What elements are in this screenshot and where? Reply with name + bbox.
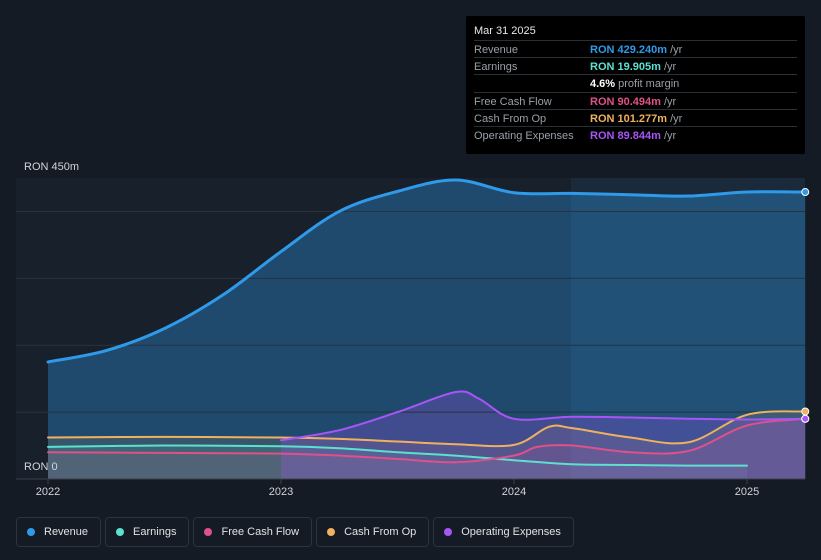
legend-item-operating-expenses[interactable]: Operating Expenses bbox=[433, 517, 574, 547]
tooltip-panel: Mar 31 2025 Revenue RON 429.240m /yr Earni… bbox=[466, 16, 805, 154]
x-tick-label: 2025 bbox=[735, 486, 759, 498]
tooltip-row-value: RON 89.844m /yr bbox=[590, 130, 677, 142]
tooltip-row-value: RON 19.905m /yr bbox=[590, 61, 677, 74]
legend-item-earnings[interactable]: Earnings bbox=[105, 517, 190, 547]
y-axis-top-label: RON 450m bbox=[24, 161, 79, 173]
operating-expenses-endpoint bbox=[801, 414, 810, 423]
revenue-area bbox=[48, 180, 806, 479]
tooltip-row: Revenue RON 429.240m /yr bbox=[474, 40, 797, 58]
legend-item-revenue[interactable]: Revenue bbox=[16, 517, 102, 547]
tooltip-row-unit: /yr bbox=[663, 95, 677, 108]
tooltip-row: Earnings RON 19.905m /yr bbox=[474, 57, 797, 75]
legend-label: Revenue bbox=[44, 526, 89, 538]
tooltip-row: Free Cash Flow RON 90.494m /yr bbox=[474, 91, 797, 110]
tooltip-row-unit: /yr bbox=[670, 44, 683, 56]
tooltip-row-value: RON 90.494m /yr bbox=[590, 95, 677, 108]
x-tick-label: 2023 bbox=[269, 486, 293, 498]
tooltip-row-unit: profit margin bbox=[618, 78, 680, 91]
tooltip-row-value: RON 101.277m /yr bbox=[590, 112, 683, 125]
legend-item-free-cash-flow[interactable]: Free Cash Flow bbox=[193, 517, 313, 547]
tooltip-row-unit: /yr bbox=[663, 61, 677, 74]
tooltip-row: Cash From Op RON 101.277m /yr bbox=[474, 108, 797, 127]
legend-dot-icon bbox=[116, 528, 125, 536]
tooltip-row-value: 4.6% profit margin bbox=[590, 78, 680, 91]
legend: Revenue Earnings Free Cash Flow Cash From O… bbox=[16, 517, 574, 549]
tooltip-row-label: Earnings bbox=[474, 61, 518, 74]
tooltip-row-label: Free Cash Flow bbox=[474, 95, 552, 108]
tooltip-row-label: Cash From Op bbox=[474, 112, 547, 125]
earnings-line bbox=[47, 444, 748, 467]
legend-label: Earnings bbox=[133, 526, 177, 538]
operating-expenses-area bbox=[281, 391, 806, 479]
revenue-line bbox=[46, 178, 807, 364]
legend-label: Cash From Op bbox=[344, 526, 417, 538]
free-cash-flow-line bbox=[47, 417, 807, 464]
cash-from-op-endpoint bbox=[801, 407, 810, 416]
legend-label: Operating Expenses bbox=[461, 526, 561, 538]
revenue-endpoint bbox=[801, 188, 810, 197]
tooltip-row-unit: /yr bbox=[663, 130, 677, 142]
tooltip-row-unit: /yr bbox=[670, 112, 683, 125]
tooltip-date: Mar 31 2025 bbox=[474, 25, 536, 37]
tooltip-row-value: RON 429.240m /yr bbox=[590, 44, 683, 56]
tooltip-row: Operating Expenses RON 89.844m /yr bbox=[474, 126, 797, 144]
x-tick-label: 2024 bbox=[502, 486, 526, 498]
legend-dot-icon bbox=[327, 528, 336, 536]
tooltip-row-label: Revenue bbox=[474, 44, 519, 56]
x-tick-label: 2022 bbox=[36, 486, 60, 498]
legend-dot-icon bbox=[27, 528, 35, 536]
legend-dot-icon bbox=[204, 528, 213, 536]
highlight-region bbox=[571, 178, 805, 479]
legend-label: Free Cash Flow bbox=[221, 526, 300, 538]
legend-dot-icon bbox=[444, 528, 453, 536]
operating-expenses-line bbox=[280, 390, 807, 442]
tooltip-row-label: Operating Expenses bbox=[474, 130, 574, 142]
cash-from-op-area bbox=[48, 411, 806, 479]
tooltip-row: 4.6% profit margin bbox=[474, 74, 797, 92]
cash-from-op-line bbox=[47, 410, 807, 448]
y-axis-bottom-label: RON 0 bbox=[24, 461, 58, 473]
legend-item-cash-from-op[interactable]: Cash From Op bbox=[316, 517, 430, 547]
